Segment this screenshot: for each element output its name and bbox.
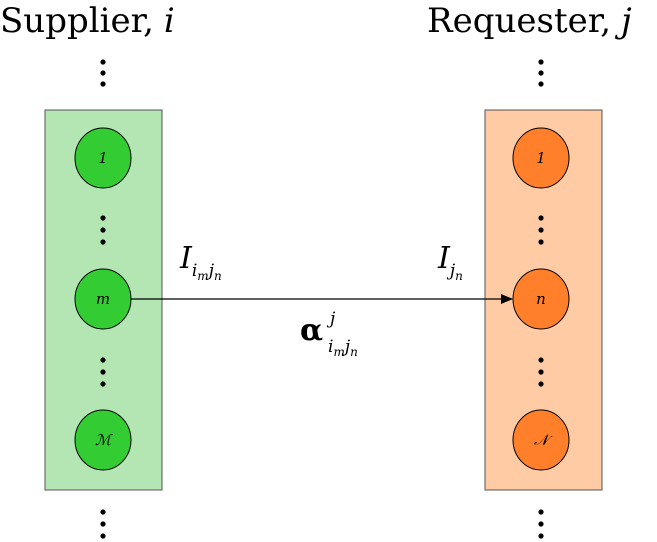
supplier-node-1: 1 [74,127,132,189]
node-label: ℳ [95,431,113,449]
node-label: 1 [98,149,108,167]
source-interface-label: Iimjn [179,241,222,283]
node-label: 1 [536,149,546,167]
requester-node-n: n [512,268,570,330]
node-label: 𝒩 [534,431,553,449]
supplier-mid-ellipsis-1 [100,215,106,245]
supplier-title: Supplier, i [0,1,175,41]
supplier-top-ellipsis [100,59,106,87]
weight-superscript: j [326,309,336,329]
requester-bottom-ellipsis [538,509,544,539]
requester-mid-ellipsis-2 [538,357,544,387]
alpha-symbol: α [300,313,323,348]
requester-mid-ellipsis-1 [538,215,544,245]
node-label: n [536,290,546,308]
supplier-node-m: m [74,268,132,330]
requester-node-1: 1 [512,127,570,189]
edge-weight-label: α j imjn [300,309,358,359]
supplier-mid-ellipsis-2 [100,357,106,387]
target-interface-label: Ijn [437,241,463,283]
supplier-bottom-ellipsis [100,509,106,539]
requester-title: Requester, j [427,1,632,41]
requester-node-N: 𝒩 [512,409,570,471]
node-label: m [96,290,110,308]
weight-subscript: imjn [328,337,358,359]
supplier-node-M: ℳ [74,409,132,471]
requester-top-ellipsis [538,59,544,87]
